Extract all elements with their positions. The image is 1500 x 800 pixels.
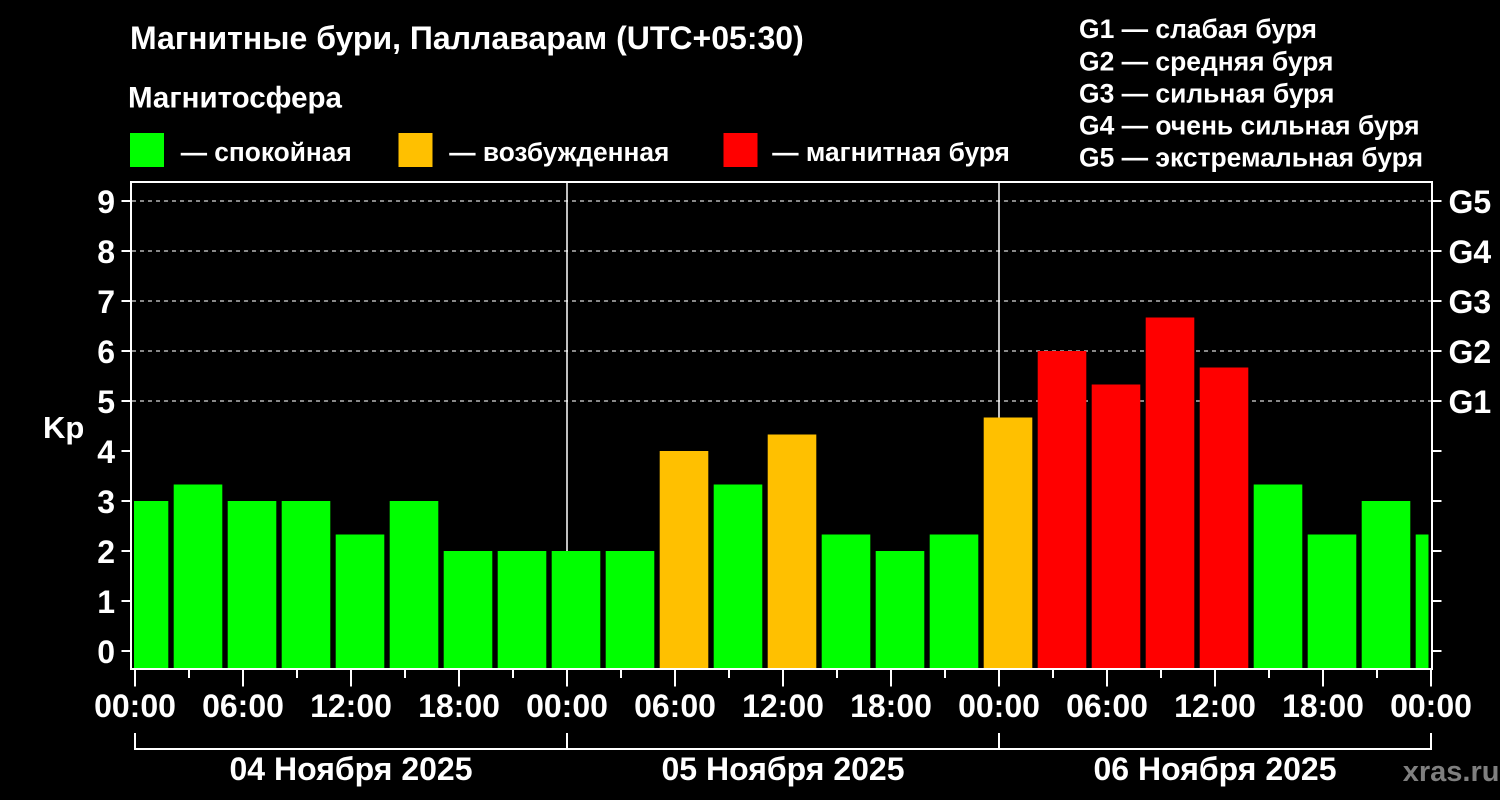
svg-text:00:00: 00:00 bbox=[958, 688, 1040, 724]
svg-text:06:00: 06:00 bbox=[1066, 688, 1148, 724]
svg-text:G4 — очень сильная буря: G4 — очень сильная буря bbox=[1079, 111, 1420, 141]
svg-text:3: 3 bbox=[97, 484, 115, 520]
svg-text:Kp: Kp bbox=[43, 410, 84, 445]
svg-text:2: 2 bbox=[97, 534, 115, 570]
svg-text:0: 0 bbox=[97, 634, 115, 670]
svg-text:Магнитосфера: Магнитосфера bbox=[128, 82, 343, 115]
svg-text:— спокойная: — спокойная bbox=[181, 137, 352, 167]
svg-text:— магнитная буря: — магнитная буря bbox=[772, 137, 1010, 167]
svg-text:12:00: 12:00 bbox=[310, 688, 392, 724]
svg-text:G5: G5 bbox=[1449, 184, 1492, 220]
svg-text:G5 — экстремальная буря: G5 — экстремальная буря bbox=[1079, 143, 1423, 173]
svg-text:18:00: 18:00 bbox=[418, 688, 500, 724]
svg-text:18:00: 18:00 bbox=[850, 688, 932, 724]
svg-text:6: 6 bbox=[97, 334, 115, 370]
svg-text:06:00: 06:00 bbox=[202, 688, 284, 724]
svg-text:G1: G1 bbox=[1449, 384, 1492, 420]
svg-text:00:00: 00:00 bbox=[526, 688, 608, 724]
svg-text:04 Ноября 2025: 04 Ноября 2025 bbox=[229, 751, 472, 787]
svg-text:12:00: 12:00 bbox=[1174, 688, 1256, 724]
svg-text:xras.ru: xras.ru bbox=[1403, 756, 1500, 788]
svg-text:G3 — сильная буря: G3 — сильная буря bbox=[1079, 78, 1334, 108]
svg-text:00:00: 00:00 bbox=[94, 688, 176, 724]
svg-text:1: 1 bbox=[97, 584, 115, 620]
svg-text:G3: G3 bbox=[1449, 284, 1492, 320]
svg-text:Магнитные бури, Паллаварам (UT: Магнитные бури, Паллаварам (UTC+05:30) bbox=[130, 20, 804, 56]
svg-text:12:00: 12:00 bbox=[742, 688, 824, 724]
svg-text:7: 7 bbox=[97, 284, 115, 320]
svg-text:18:00: 18:00 bbox=[1282, 688, 1364, 724]
svg-text:05 Ноября 2025: 05 Ноября 2025 bbox=[661, 751, 904, 787]
svg-text:G2 — средняя буря: G2 — средняя буря bbox=[1079, 46, 1333, 76]
svg-text:4: 4 bbox=[97, 434, 115, 470]
svg-text:00:00: 00:00 bbox=[1390, 688, 1472, 724]
svg-text:G4: G4 bbox=[1449, 234, 1492, 270]
svg-text:5: 5 bbox=[97, 384, 115, 420]
svg-text:06 Ноября 2025: 06 Ноября 2025 bbox=[1093, 751, 1336, 787]
svg-text:G1 — слабая буря: G1 — слабая буря bbox=[1079, 14, 1317, 44]
svg-text:9: 9 bbox=[97, 184, 115, 220]
svg-text:8: 8 bbox=[97, 234, 115, 270]
svg-text:G2: G2 bbox=[1449, 334, 1492, 370]
svg-text:— возбужденная: — возбужденная bbox=[449, 137, 669, 167]
svg-text:06:00: 06:00 bbox=[634, 688, 716, 724]
